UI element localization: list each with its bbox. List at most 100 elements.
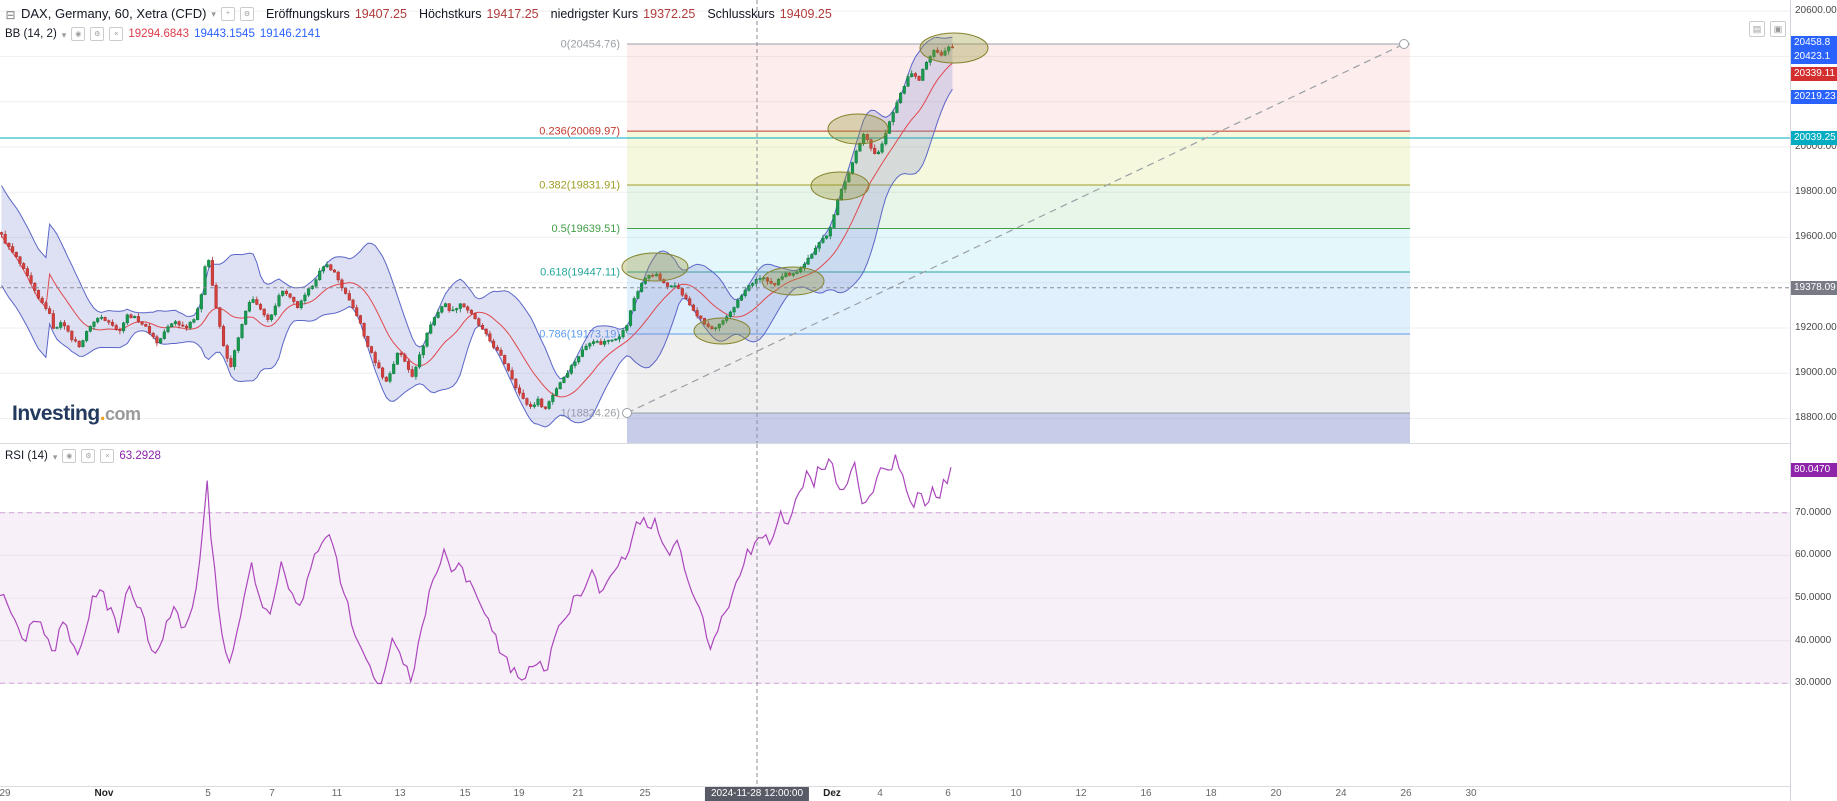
price-badge: 19378.09 bbox=[1791, 280, 1837, 295]
gear-icon[interactable]: ⚙ bbox=[239, 6, 254, 21]
bollinger-fill bbox=[1, 37, 953, 427]
trendline-anchor-start[interactable] bbox=[622, 408, 632, 418]
fib-level-label: 1(18824.26) bbox=[561, 408, 620, 420]
low-value: 19372.25 bbox=[643, 6, 696, 21]
time-axis-label: Dez bbox=[823, 788, 841, 799]
time-axis-label: 30 bbox=[1465, 788, 1477, 799]
investing-watermark: Investing.com bbox=[12, 402, 141, 426]
time-axis-label: 18 bbox=[1205, 788, 1217, 799]
time-axis-label: 11 bbox=[331, 788, 343, 799]
high-value: 19417.25 bbox=[486, 6, 539, 21]
eye-icon[interactable]: ◉ bbox=[62, 449, 77, 463]
price-axis[interactable]: 20600.00 20000.00 19800.00 19600.00 19200.00… bbox=[1790, 0, 1837, 801]
fib-level-label: 0.382(19831.91) bbox=[539, 180, 620, 192]
symbol-title[interactable]: DAX, Germany, 60, Xetra (CFD) bbox=[21, 6, 207, 21]
fib-level-label: 0.618(19447.11) bbox=[540, 267, 620, 279]
trendline-anchor-end[interactable] bbox=[1399, 39, 1409, 49]
price-badge: 20039.25 bbox=[1791, 131, 1837, 145]
price-axis-label: 19000.00 bbox=[1795, 367, 1837, 379]
annotation-ellipse[interactable] bbox=[810, 171, 870, 201]
time-axis-label: 29 bbox=[0, 788, 11, 799]
time-axis-label: 24 bbox=[1335, 788, 1347, 799]
rsi-indicator-legend: RSI (14) ▾ ◉ ⚙ × 63.2928 bbox=[5, 449, 161, 463]
time-axis-label: 13 bbox=[394, 788, 406, 799]
close-icon[interactable]: × bbox=[109, 27, 124, 41]
brand-text: Investing bbox=[12, 402, 100, 425]
price-badge: 20458.8 bbox=[1791, 36, 1837, 51]
gear-icon[interactable]: ⚙ bbox=[90, 27, 105, 41]
open-value: 19407.25 bbox=[354, 6, 407, 21]
price-axis-label: 19200.00 bbox=[1795, 321, 1837, 333]
gear-icon[interactable]: ⚙ bbox=[81, 449, 96, 463]
annotation-ellipse[interactable] bbox=[919, 32, 989, 64]
chevron-down-icon[interactable]: ▾ bbox=[52, 451, 58, 462]
time-axis-label: 20 bbox=[1270, 788, 1282, 799]
time-axis-label: 25 bbox=[639, 788, 651, 799]
bollinger-lower-line bbox=[1, 88, 953, 428]
chevron-down-icon[interactable]: ▾ bbox=[211, 9, 216, 19]
annotation-ellipse[interactable] bbox=[693, 317, 751, 345]
fib-band bbox=[627, 413, 1410, 443]
fib-level-label: 0.236(20069.97) bbox=[539, 126, 620, 138]
fib-level-label: 0(20454.76) bbox=[561, 39, 620, 51]
brand-dot: . bbox=[99, 402, 106, 425]
rsi-canvas[interactable] bbox=[0, 444, 1790, 786]
brand-suffix: com bbox=[105, 404, 141, 424]
price-axis-label: 70.0000 bbox=[1795, 506, 1832, 518]
collapse-panel-icon[interactable]: ⊟ bbox=[5, 7, 16, 22]
rsi-label[interactable]: RSI (14) bbox=[5, 450, 48, 462]
main-price-panel: 0(20454.76) 0.236(20069.97) 0.382(19831.91… bbox=[0, 0, 1790, 444]
rsi-value: 63.2928 bbox=[119, 450, 161, 462]
time-axis-label: 19 bbox=[513, 788, 525, 799]
time-axis-label: 5 bbox=[205, 788, 211, 799]
price-axis-label: 60.0000 bbox=[1795, 549, 1832, 561]
price-axis-label: 30.0000 bbox=[1795, 677, 1832, 689]
fib-level-label: 0.5(19639.51) bbox=[552, 223, 621, 235]
time-axis-label: 4 bbox=[877, 788, 883, 799]
price-axis-label: 40.0000 bbox=[1795, 634, 1832, 646]
add-indicator-icon[interactable]: + bbox=[220, 6, 235, 21]
bb-label[interactable]: BB (14, 2) bbox=[5, 28, 57, 40]
crosshair-time-badge: 2024-11-28 12:00:00 bbox=[704, 787, 810, 801]
eye-icon[interactable]: ◉ bbox=[71, 27, 86, 41]
price-badge: 20423.1 bbox=[1791, 50, 1837, 65]
fib-band bbox=[627, 228, 1410, 272]
bb-mid-value: 19294.6843 bbox=[128, 28, 190, 40]
time-axis-label: 7 bbox=[269, 788, 275, 799]
time-axis-label: 26 bbox=[1400, 788, 1412, 799]
bb-lower-value: 19146.2141 bbox=[259, 28, 321, 40]
annotation-ellipse[interactable] bbox=[761, 266, 825, 296]
bb-indicator-legend: BB (14, 2) ▾ ◉ ⚙ × 19294.6843 19443.1545… bbox=[5, 27, 321, 41]
bollinger-upper-line bbox=[1, 36, 953, 380]
snapshot-icon[interactable]: ▣ bbox=[1770, 21, 1786, 37]
time-axis-label: Nov bbox=[94, 788, 114, 799]
fib-band bbox=[627, 185, 1410, 229]
chevron-down-icon[interactable]: ▾ bbox=[61, 29, 67, 40]
fib-band bbox=[627, 131, 1410, 185]
time-axis-label: 21 bbox=[572, 788, 584, 799]
price-axis-label: 18800.00 bbox=[1795, 412, 1837, 424]
rsi-indicator-panel: RSI (14) ▾ ◉ ⚙ × 63.2928 bbox=[0, 444, 1790, 787]
time-axis-label: 6 bbox=[945, 788, 951, 799]
bollinger-mid-line bbox=[1, 62, 953, 398]
symbol-legend: DAX, Germany, 60, Xetra (CFD) ▾ + ⚙ Eröf… bbox=[21, 6, 832, 21]
grid-settings-icon[interactable]: ▤ bbox=[1749, 21, 1765, 37]
candlesticks bbox=[0, 44, 954, 410]
high-label: Höchstkurs bbox=[418, 6, 482, 21]
price-badge: 20219.23 bbox=[1791, 90, 1837, 105]
time-axis[interactable]: 29 Nov 5 7 11 13 15 19 21 25 Dez 4 6 10 12 16 18 20 24 26 30… bbox=[0, 787, 1790, 801]
fib-band bbox=[627, 44, 1410, 132]
close-label: Schlusskurs bbox=[707, 6, 775, 21]
time-axis-label: 15 bbox=[459, 788, 471, 799]
annotation-ellipse[interactable] bbox=[621, 252, 689, 282]
low-label: niedrigster Kurs bbox=[550, 6, 639, 21]
price-axis-label: 19800.00 bbox=[1795, 186, 1837, 198]
fib-band bbox=[627, 334, 1410, 413]
bb-upper-value: 19443.1545 bbox=[194, 28, 255, 40]
price-badge: 20339.11 bbox=[1791, 67, 1837, 82]
rsi-band bbox=[0, 512, 1790, 684]
close-icon[interactable]: × bbox=[100, 449, 115, 463]
main-chart-canvas[interactable]: 0(20454.76) 0.236(20069.97) 0.382(19831.91… bbox=[0, 0, 1790, 443]
annotation-ellipse[interactable] bbox=[827, 113, 889, 145]
